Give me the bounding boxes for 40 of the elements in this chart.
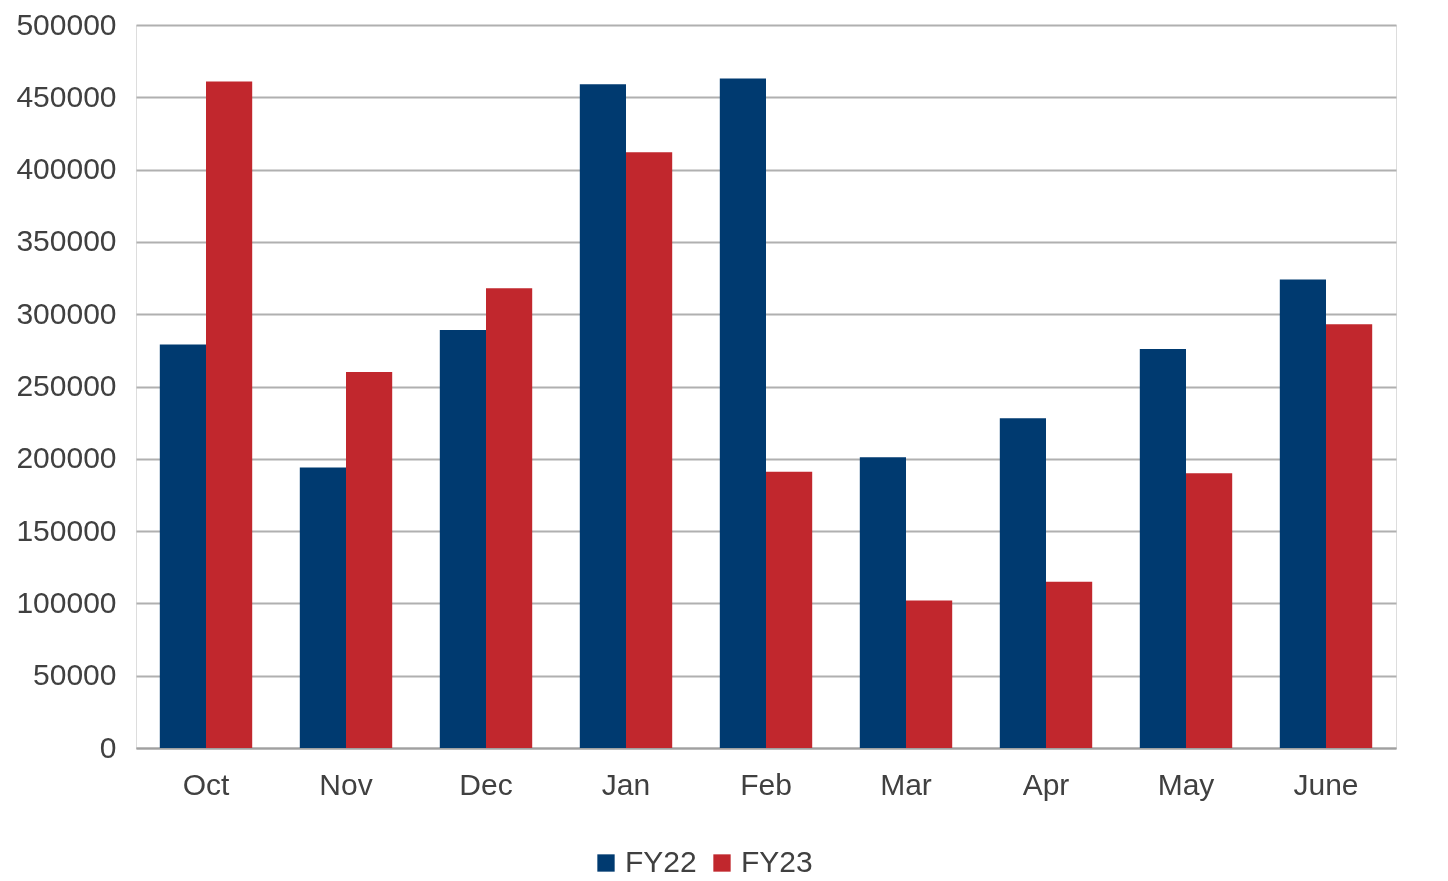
bar — [719, 78, 766, 748]
bar — [206, 81, 253, 748]
bar — [299, 467, 346, 748]
y-tick-label: 200000 — [16, 441, 117, 475]
bar — [859, 457, 906, 748]
bar — [159, 344, 206, 748]
bar — [766, 471, 813, 748]
y-tick-label: 350000 — [16, 224, 117, 258]
bar — [579, 84, 626, 748]
bar — [346, 372, 393, 748]
x-tick-label: Apr — [1022, 767, 1070, 801]
bar — [999, 418, 1046, 748]
x-tick-label: May — [1157, 767, 1215, 801]
x-tick-label: Mar — [880, 767, 932, 801]
x-tick-label: Nov — [319, 767, 373, 801]
bar — [906, 600, 953, 748]
y-tick-label: 300000 — [16, 296, 117, 330]
bar — [1279, 279, 1326, 748]
x-tick-label: Dec — [459, 767, 513, 801]
y-tick-label: 50000 — [33, 658, 117, 692]
y-tick-label: 500000 — [16, 7, 117, 41]
y-tick-label: 450000 — [16, 79, 117, 113]
bar — [1139, 348, 1186, 748]
bar — [486, 288, 533, 748]
x-tick-label: Jan — [601, 767, 651, 801]
y-tick-label: 250000 — [16, 369, 117, 402]
x-tick-label: Oct — [182, 767, 230, 801]
y-tick-label: 0 — [99, 730, 117, 764]
bar — [439, 330, 486, 748]
bar — [1326, 324, 1373, 748]
bar — [626, 152, 673, 748]
legend-label: FY23 — [741, 845, 813, 878]
y-tick-label: 400000 — [16, 152, 117, 186]
x-tick-label: Feb — [740, 767, 792, 801]
x-tick-label: June — [1293, 767, 1359, 801]
legend-label: FY22 — [625, 845, 697, 878]
bar — [1186, 473, 1233, 748]
bar — [1046, 581, 1093, 748]
y-tick-label: 150000 — [16, 513, 117, 547]
y-tick-label: 100000 — [16, 585, 117, 619]
